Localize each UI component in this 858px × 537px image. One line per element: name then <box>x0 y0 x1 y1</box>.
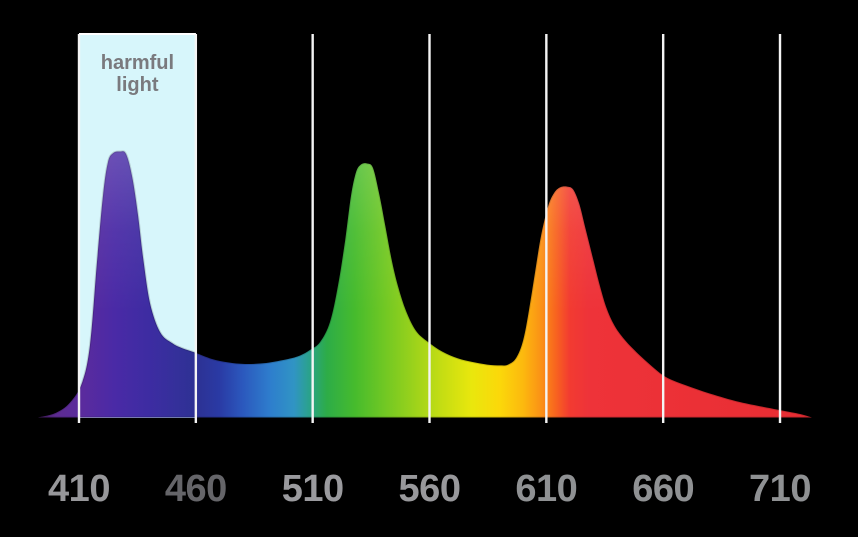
x-tick-label-660: 660 <box>632 468 694 510</box>
x-tick-label-460: 460 <box>165 468 227 510</box>
harmful-light-label-line-1: harmful <box>101 52 174 74</box>
x-axis-tick-labels: 410 460 510 560 610 660 710 <box>48 468 811 510</box>
x-tick-label-610: 610 <box>515 468 577 510</box>
harmful-light-band-top-border <box>79 33 196 35</box>
harmful-light-label-line-2: light <box>116 74 159 96</box>
x-tick-label-510: 510 <box>282 468 344 510</box>
harmful-light-label: harmful light <box>101 52 174 96</box>
x-tick-label-710: 710 <box>749 468 811 510</box>
x-tick-label-560: 560 <box>399 468 461 510</box>
spectrum-curve-sheen <box>37 151 812 418</box>
x-tick-label-410: 410 <box>48 468 110 510</box>
gridlines <box>77 34 782 423</box>
